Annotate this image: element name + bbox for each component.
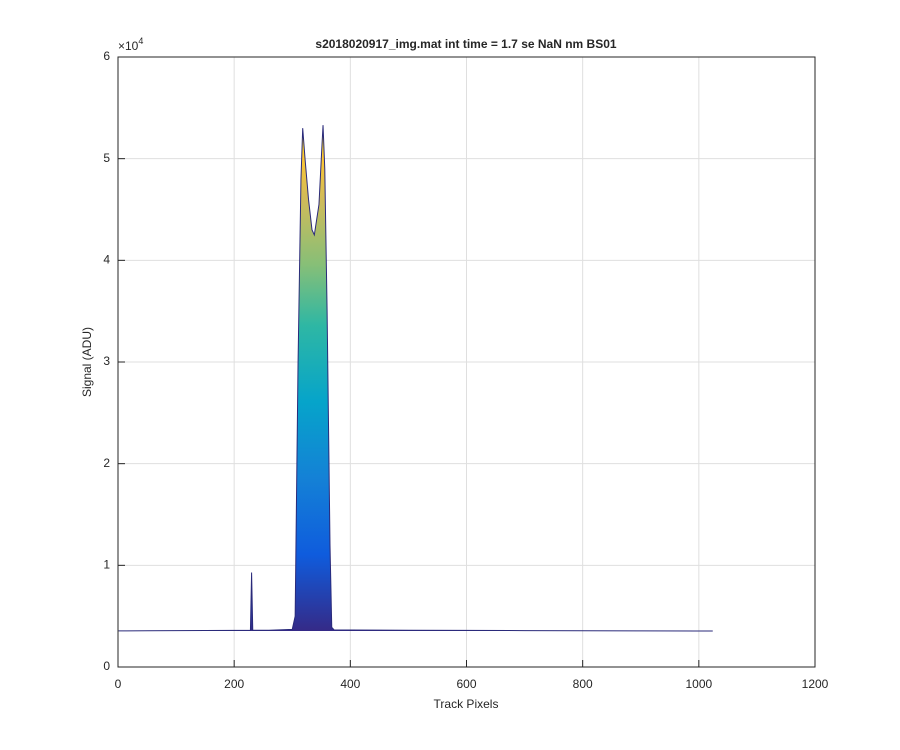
y-exponent-base: ×10 [118, 39, 139, 53]
x-tick-label: 1200 [802, 677, 829, 691]
y-axis-label: Signal (ADU) [80, 327, 94, 397]
x-tick-label: 200 [224, 677, 244, 691]
y-tick-label: 3 [103, 354, 110, 368]
x-tick-label: 400 [340, 677, 360, 691]
y-tick-label: 0 [103, 659, 110, 673]
x-axis-label: Track Pixels [434, 697, 499, 711]
signal-line [118, 125, 713, 632]
y-exponent: ×104 [118, 36, 143, 53]
x-tick-label: 0 [115, 677, 122, 691]
x-tick-label: 600 [456, 677, 476, 691]
y-tick-label: 1 [103, 558, 110, 572]
chart-title: s2018020917_img.mat int time = 1.7 se Na… [315, 37, 616, 51]
y-exponent-power: 4 [138, 36, 143, 46]
y-tick-label: 5 [103, 151, 110, 165]
y-tick-label: 4 [103, 253, 110, 267]
x-tick-label: 1000 [685, 677, 712, 691]
y-tick-label: 6 [103, 49, 110, 63]
x-tick-label: 800 [573, 677, 593, 691]
y-tick-label: 2 [103, 456, 110, 470]
